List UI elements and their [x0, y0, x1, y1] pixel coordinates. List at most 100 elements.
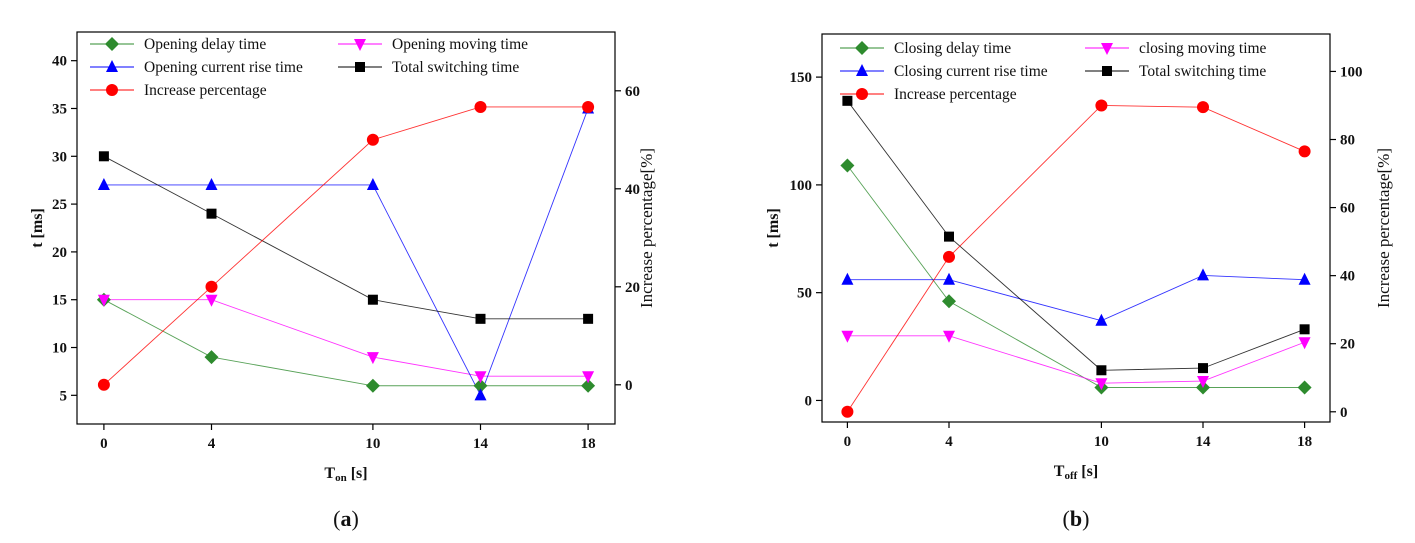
y-tick-label: 20 — [52, 245, 67, 261]
legend-label: Closing current rise time — [894, 63, 1048, 80]
data-point-closing-current-rise-time — [1197, 268, 1209, 281]
legend-label: Opening current rise time — [144, 59, 303, 76]
x-tick-label: 10 — [1094, 434, 1109, 450]
plot-frame — [821, 33, 1331, 423]
data-point-closing-moving-time — [841, 330, 854, 343]
data-point-total-switching-time — [842, 95, 853, 106]
x-tick-label: 4 — [945, 434, 953, 450]
x-axis-label-main: T — [1054, 463, 1065, 480]
y-tick-label: 5 — [60, 388, 68, 404]
y-tick-label: 10 — [52, 341, 67, 357]
data-point-increase-percentage — [97, 378, 110, 391]
data-point-increase-percentage — [841, 405, 854, 418]
series-line-opening-delay-time — [103, 299, 589, 387]
panel-caption-b: (b) — [1063, 506, 1090, 531]
data-point-total-switching-time — [367, 294, 378, 305]
data-point-total-switching-time — [98, 151, 109, 162]
data-point-opening-current-rise-time — [205, 177, 218, 190]
data-point-opening-current-rise-time — [366, 177, 379, 190]
data-point-increase-percentage — [474, 100, 487, 113]
x-tick-label: 14 — [1196, 434, 1212, 450]
legend-label: Total switching time — [392, 59, 519, 76]
y-tick-label: 30 — [52, 149, 67, 165]
y2-tick-label: 0 — [1340, 405, 1348, 421]
panel-caption-a: (a) — [333, 506, 359, 531]
legend-label: Closing delay time — [894, 40, 1011, 57]
y-tick-label: 0 — [805, 393, 813, 409]
y-tick-label: 25 — [52, 197, 67, 213]
data-point-closing-moving-time — [1095, 378, 1108, 391]
legend-marker-increase-percentage — [106, 84, 118, 96]
x-axis-label-sub: off — [1064, 470, 1077, 482]
x-axis-label-main: T — [324, 465, 335, 482]
legend-marker-closing-current-rise-time — [856, 64, 868, 76]
data-point-closing-current-rise-time — [841, 272, 854, 285]
data-point-total-switching-time — [583, 313, 594, 324]
data-point-increase-percentage — [943, 250, 955, 263]
x-axis-label: Toff [s] — [1054, 463, 1098, 482]
data-point-opening-moving-time — [205, 294, 218, 307]
data-point-opening-delay-time — [365, 378, 380, 393]
legend-marker-total-switching-time — [355, 62, 365, 72]
series-line-closing-current-rise-time — [847, 274, 1305, 322]
series-line-increase-percentage — [847, 105, 1305, 413]
series-line-opening-current-rise-time — [103, 108, 589, 397]
data-point-total-switching-time — [1198, 363, 1208, 374]
y-tick-label: 150 — [790, 70, 813, 86]
data-point-opening-moving-time — [366, 352, 379, 365]
data-point-closing-delay-time — [942, 294, 956, 309]
y-tick-label: 100 — [790, 178, 813, 194]
data-point-increase-percentage — [205, 280, 218, 293]
plot-frame — [76, 31, 616, 425]
data-point-increase-percentage — [1095, 99, 1108, 112]
legend-label: Increase percentage — [894, 86, 1017, 103]
data-point-total-switching-time — [1299, 324, 1310, 335]
y-tick-label: 50 — [797, 286, 812, 302]
data-point-total-switching-time — [206, 208, 217, 219]
data-point-closing-current-rise-time — [1095, 313, 1108, 326]
x-tick-label: 18 — [1297, 434, 1312, 450]
data-point-opening-delay-time — [204, 350, 219, 365]
x-axis-label-unit: [s] — [347, 465, 368, 482]
y2-tick-label: 40 — [625, 182, 640, 198]
y-axis-label: t [ms] — [765, 208, 782, 248]
chart-panel-b: 0 4 10 14 18 0 50 100 150 0 20 40 60 80 100 Closing de… — [765, 33, 1393, 531]
data-point-increase-percentage — [1197, 101, 1209, 114]
data-point-closing-delay-time — [840, 158, 855, 173]
legend-label: Opening moving time — [392, 36, 528, 53]
legend-label: Total switching time — [1139, 63, 1266, 80]
legend-marker-total-switching-time — [1102, 66, 1112, 76]
legend-marker-closing-delay-time — [855, 41, 869, 55]
legend-marker-opening-current-rise-time — [106, 60, 118, 72]
y2-tick-label: 80 — [1340, 133, 1355, 149]
data-point-closing-current-rise-time — [943, 272, 955, 285]
y2-tick-label: 40 — [1340, 269, 1355, 285]
y2-tick-label: 100 — [1340, 64, 1363, 80]
x-axis-label: Ton [s] — [324, 465, 367, 484]
data-point-total-switching-time — [1096, 365, 1107, 376]
x-tick-label: 0 — [100, 436, 108, 452]
data-point-opening-delay-time — [581, 378, 596, 393]
y-tick-label: 15 — [52, 293, 67, 309]
data-point-opening-current-rise-time — [474, 388, 487, 401]
legend-label: Opening delay time — [144, 36, 266, 53]
panel-caption-letter: a — [341, 506, 352, 531]
x-tick-label: 18 — [581, 436, 596, 452]
y-tick-label: 40 — [52, 54, 67, 70]
data-point-increase-percentage — [582, 100, 595, 113]
x-tick-label: 0 — [844, 434, 852, 450]
y2-axis-label: Increase percentage[%] — [637, 148, 656, 308]
x-axis-label-unit: [s] — [1077, 463, 1098, 480]
data-point-opening-moving-time — [582, 371, 595, 384]
y2-tick-label: 60 — [625, 84, 640, 100]
data-point-total-switching-time — [475, 313, 486, 324]
data-point-opening-moving-time — [97, 294, 110, 307]
data-point-increase-percentage — [1298, 145, 1311, 158]
data-point-closing-moving-time — [1197, 376, 1209, 389]
series-line-closing-moving-time — [847, 335, 1305, 384]
legend-label: closing moving time — [1139, 40, 1267, 57]
x-tick-label: 4 — [208, 436, 216, 452]
y-tick-label: 35 — [52, 101, 67, 117]
x-tick-label: 14 — [473, 436, 489, 452]
